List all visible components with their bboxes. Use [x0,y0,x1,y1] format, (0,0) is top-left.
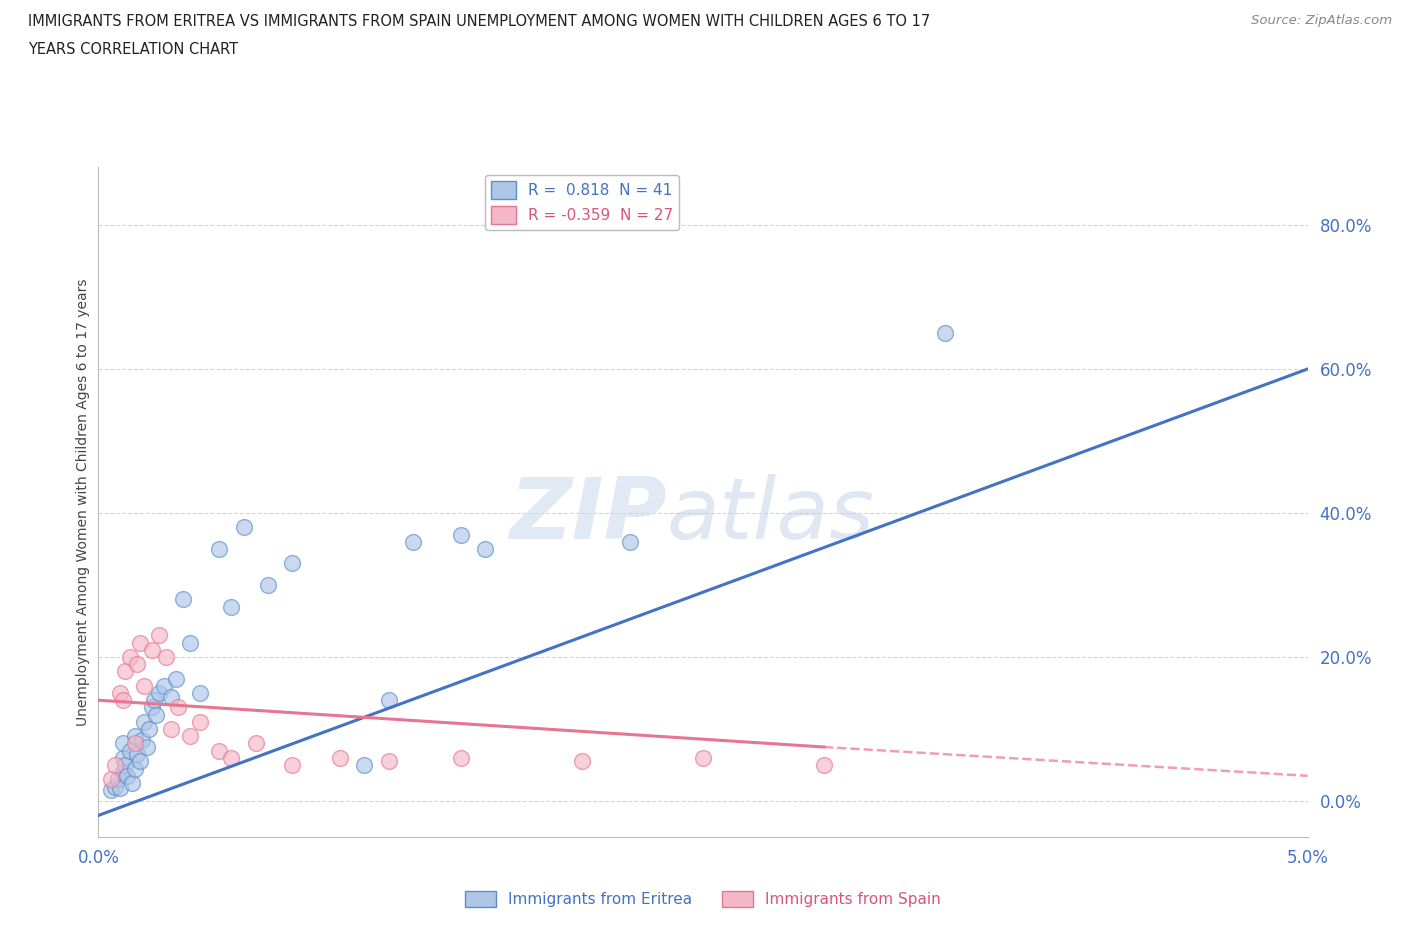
Text: Source: ZipAtlas.com: Source: ZipAtlas.com [1251,14,1392,27]
Point [127,657,149,671]
Point [124,761,146,776]
Point [134,714,156,729]
Point [152,678,174,693]
Point [221,751,243,765]
Point [128,754,150,769]
Point [148,628,170,643]
Point [450,751,472,765]
Point [111,736,134,751]
Point [111,764,134,779]
Point [131,732,153,747]
Text: YEARS CORRELATION CHART: YEARS CORRELATION CHART [28,42,238,57]
Point [121,776,143,790]
Point [188,685,211,700]
Point [208,541,231,556]
Point [145,707,167,722]
Point [692,751,714,765]
Point [329,751,352,765]
Point [124,736,146,751]
Point [281,556,304,571]
Point [155,649,177,664]
Point [104,758,127,773]
Point [143,693,166,708]
Point [571,754,593,769]
Point [127,747,149,762]
Point [232,520,254,535]
Point [114,758,136,773]
Point [141,643,163,658]
Point [813,758,835,773]
Point [165,671,187,686]
Point [256,578,278,592]
Point [138,722,160,737]
Point [114,664,136,679]
Point [134,678,156,693]
Point [474,541,496,556]
Point [172,592,194,607]
Point [117,768,139,783]
Y-axis label: Unemployment Among Women with Children Ages 6 to 17 years: Unemployment Among Women with Children A… [76,278,90,726]
Point [160,722,183,737]
Legend: Immigrants from Eritrea, Immigrants from Spain: Immigrants from Eritrea, Immigrants from… [458,884,948,913]
Point [353,758,375,773]
Text: IMMIGRANTS FROM ERITREA VS IMMIGRANTS FROM SPAIN UNEMPLOYMENT AMONG WOMEN WITH C: IMMIGRANTS FROM ERITREA VS IMMIGRANTS FR… [28,14,931,29]
Point [188,714,211,729]
Point [118,649,141,664]
Point [377,754,399,769]
Point [245,736,267,751]
Point [100,783,122,798]
Point [450,527,472,542]
Point [118,743,141,758]
Point [148,685,170,700]
Point [100,772,122,787]
Point [107,772,129,787]
Point [208,743,231,758]
Point [377,693,399,708]
Point [108,685,131,700]
Point [124,729,146,744]
Point [104,779,127,794]
Point [402,535,425,550]
Point [167,700,190,715]
Point [111,751,134,765]
Point [128,635,150,650]
Point [281,758,304,773]
Point [179,729,201,744]
Point [108,780,131,795]
Point [619,535,641,550]
Point [221,599,243,614]
Point [135,739,157,754]
Point [179,635,201,650]
Legend: R =  0.818  N = 41, R = -0.359  N = 27: R = 0.818 N = 41, R = -0.359 N = 27 [485,175,679,231]
Text: atlas: atlas [666,474,875,557]
Point [141,700,163,715]
Text: ZIP: ZIP [509,474,666,557]
Point [160,689,183,704]
Point [111,693,134,708]
Point [934,326,956,340]
